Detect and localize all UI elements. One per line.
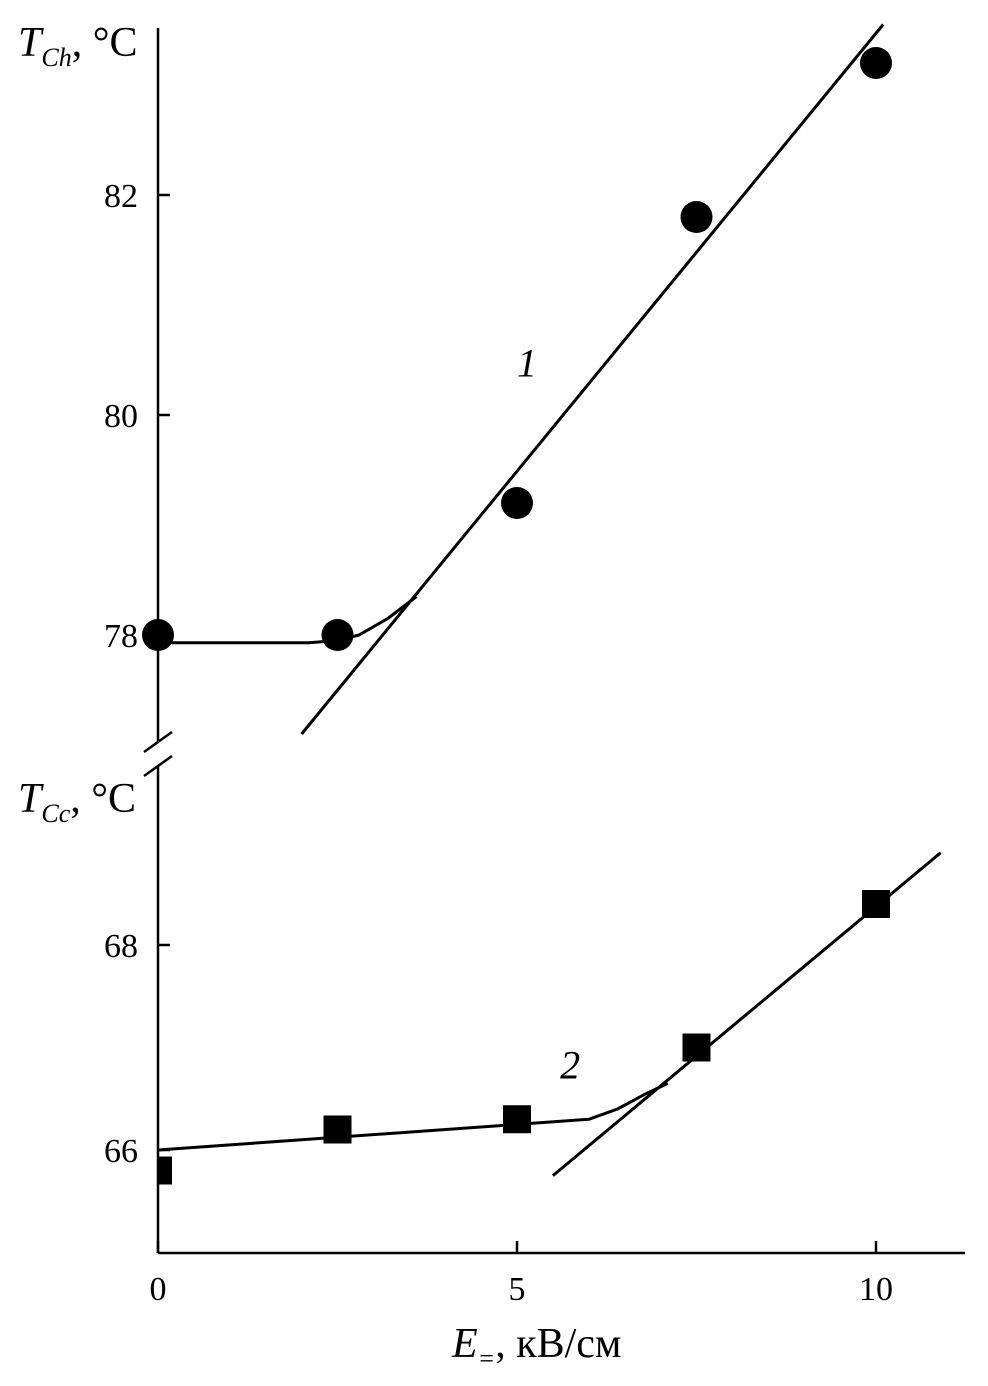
knee-curve-1 [158, 595, 418, 645]
data-point-circle [680, 201, 713, 233]
curve-label-2: 2 [560, 1042, 580, 1087]
data-point-square [158, 1156, 172, 1185]
data-point-circle [501, 487, 533, 519]
x-axis-label: E=, кВ/см [451, 1321, 622, 1373]
lower-ylabel-unit: , °C [70, 776, 136, 822]
data-point-circle [321, 619, 354, 651]
y-tick-label: 78 [104, 618, 138, 655]
data-point-circle [860, 47, 892, 79]
upper-ylabel-sub: Ch [41, 43, 71, 72]
lower-ylabel: TCc, °C [18, 776, 136, 828]
axis-break-mark [143, 754, 173, 778]
upper-ylabel-unit: , °C [72, 20, 138, 66]
data-point-square [682, 1033, 711, 1062]
data-point-square [862, 890, 890, 918]
upper-ylabel-main: T [18, 20, 44, 66]
y-tick-label: 82 [104, 178, 138, 215]
data-point-square [323, 1115, 352, 1144]
data-point-square [503, 1105, 531, 1134]
x-axis-label-main: E [451, 1321, 478, 1367]
lower-ylabel-main: T [18, 776, 44, 822]
x-tick-label: 0 [150, 1271, 167, 1308]
y-tick-label: 80 [104, 398, 138, 435]
upper-ylabel: TCh, °C [18, 20, 138, 72]
x-axis-label-sub: = [478, 1344, 496, 1373]
x-tick-label: 5 [509, 1271, 526, 1308]
y-tick-label: 68 [104, 928, 138, 965]
panels: 12 [142, 23, 942, 1185]
curve-label-1: 1 [517, 341, 537, 386]
axis-break-mark [143, 730, 173, 754]
data-point-circle [142, 619, 174, 651]
y-tick-label: 66 [104, 1133, 138, 1170]
fit-line-1 [300, 23, 885, 735]
x-axis-label-unit: , кВ/см [495, 1321, 621, 1367]
axes: 0 5 10 78 80 82 66 68 [104, 28, 965, 1308]
lower-ylabel-sub: Cc [41, 799, 70, 828]
x-tick-label: 10 [859, 1271, 893, 1308]
knee-curve-2 [157, 1082, 669, 1152]
